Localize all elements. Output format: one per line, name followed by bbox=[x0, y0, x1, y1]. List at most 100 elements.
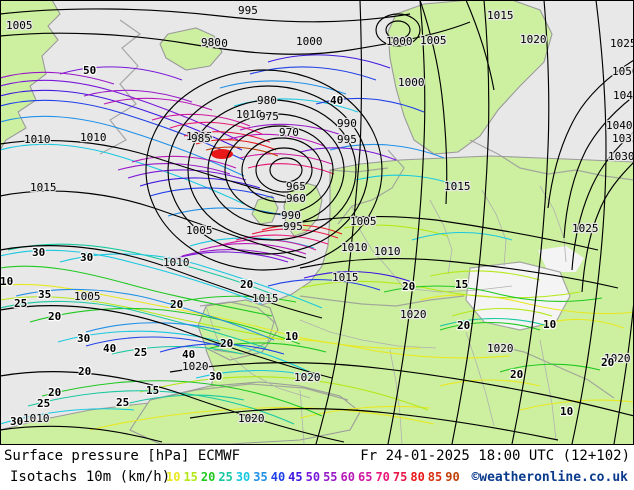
isotach-label-halo: 15 bbox=[455, 278, 468, 291]
isobar-label-halo: 995 bbox=[238, 4, 258, 17]
isotach-label-0: 30 bbox=[32, 246, 45, 259]
isotach-label-25: 40 bbox=[330, 94, 343, 107]
isobar-1000-nn bbox=[0, 8, 411, 23]
map-svg: 1005100510151015101010101010101010101010… bbox=[0, 0, 634, 445]
legend-entry-65: 65 bbox=[357, 470, 373, 484]
legend-entry-45: 45 bbox=[288, 470, 303, 484]
isobar-label-8: 1005 bbox=[74, 290, 101, 303]
isobar-label-42: 1025 bbox=[572, 222, 599, 235]
isotach-label-19: 20 bbox=[220, 337, 233, 350]
isobar-label-halo: 1025 bbox=[572, 222, 599, 235]
isobar-label-halo: 1010 bbox=[23, 412, 50, 425]
isobar-1045-ne bbox=[563, 95, 634, 239]
isobar-label-halo: 960 bbox=[286, 192, 306, 205]
isobar-label-1: 1015 bbox=[30, 181, 57, 194]
isobar-label-12: 1010 bbox=[236, 108, 263, 121]
isobar-label-halo: 1005 bbox=[74, 290, 101, 303]
isobar-label-halo: 985 bbox=[191, 132, 211, 145]
isotach-label-15: 10 bbox=[0, 275, 13, 288]
isobar-label-25: 965 bbox=[286, 180, 306, 193]
isotach-label-halo: 50 bbox=[83, 64, 96, 77]
isobar-label-33: 1015 bbox=[444, 180, 471, 193]
isobar-label-halo: 1015 bbox=[30, 181, 57, 194]
isobar-label-15: 1000 bbox=[296, 35, 323, 48]
isobar-label-47: 1010 bbox=[374, 245, 401, 258]
isotach-40 bbox=[0, 66, 425, 355]
isobar-label-27: 990 bbox=[337, 117, 357, 130]
isobar-label-28: 995 bbox=[337, 133, 357, 146]
isobar-label-36: 1025 bbox=[610, 37, 634, 50]
isotach-label-halo: 10 bbox=[0, 275, 13, 288]
isobar-label-26: 960 bbox=[286, 192, 306, 205]
isobar-label-14: 1015 bbox=[332, 271, 359, 284]
legend-entry-40: 40 bbox=[270, 470, 286, 484]
isotach-label-18: 10 bbox=[285, 330, 298, 343]
isobar-label-halo: 1020 bbox=[400, 308, 427, 321]
isotach-label-halo: 40 bbox=[103, 342, 116, 355]
isotach-label-22: 20 bbox=[601, 356, 614, 369]
isotach-label-10: 30 bbox=[10, 415, 23, 428]
isotach-label-14: 15 bbox=[146, 384, 159, 397]
snow-patches bbox=[466, 246, 584, 330]
map-canvas[interactable]: 1005 1005 1015 1015 1010 1010 1010 1010 1010 1010… bbox=[0, 0, 634, 445]
footer-title-right: Fr 24-01-2025 18:00 UTC (12+102) bbox=[360, 448, 630, 464]
isobar-label-halo: 1010 bbox=[80, 131, 107, 144]
isotach-max-patch bbox=[211, 149, 233, 159]
isobar-1035-ne bbox=[581, 161, 634, 293]
isotach-label-12: 20 bbox=[170, 298, 183, 311]
isobar-label-halo: 990 bbox=[337, 117, 357, 130]
isotach-label-9: 25 bbox=[37, 397, 50, 410]
isotach-label-halo: 10 bbox=[285, 330, 298, 343]
isotach-label-halo: 25 bbox=[14, 297, 27, 310]
isobar-1020-med2 bbox=[189, 408, 559, 441]
isotach-label-8: 20 bbox=[48, 386, 61, 399]
isotach-label-halo: 20 bbox=[78, 365, 91, 378]
isobar-contours bbox=[0, 0, 634, 445]
isotach-label-29: 20 bbox=[240, 278, 253, 291]
isobar-label-40: 1035 bbox=[612, 132, 634, 145]
legend-entry-30: 30 bbox=[235, 470, 251, 484]
isotach-label-6: 25 bbox=[134, 346, 147, 359]
isobar-label-halo: 1005 bbox=[6, 19, 33, 32]
legend-entry-60: 60 bbox=[340, 470, 355, 484]
isotach-label-21: 20 bbox=[457, 319, 470, 332]
isobar-1000-n bbox=[0, 21, 471, 55]
isobar-label-16: 1000 bbox=[386, 35, 413, 48]
isobar-label-32: 1005 bbox=[350, 215, 377, 228]
isobar-label-11: 1015 bbox=[252, 292, 279, 305]
isobar-970 bbox=[241, 137, 323, 203]
isotach-label-halo: 30 bbox=[77, 332, 90, 345]
isotach-label-halo: 25 bbox=[37, 397, 50, 410]
isobar-label-43: 1020 bbox=[400, 308, 427, 321]
isobar-1015-c bbox=[315, 0, 363, 445]
isobar-990 bbox=[167, 85, 369, 255]
isotach-label-halo: 35 bbox=[38, 288, 51, 301]
isotach-label-28: 30 bbox=[209, 370, 222, 383]
isotach-label-halo: 20 bbox=[510, 368, 523, 381]
isotach-label-1: 35 bbox=[38, 288, 51, 301]
isobar-label-2: 1010 bbox=[24, 133, 51, 146]
isobar-labels: 1005100510151015101010101010101010101010… bbox=[5, 3, 634, 427]
footer-title-left: Surface pressure [hPa] ECMWF bbox=[4, 448, 241, 464]
isotach-label-halo: 20 bbox=[48, 310, 61, 323]
isobar-1025-c bbox=[451, 0, 490, 445]
isobar-label-44: 1020 bbox=[487, 342, 514, 355]
isobar-label-46: 1020 bbox=[294, 371, 321, 384]
isobar-label-39: 1040 bbox=[606, 119, 633, 132]
isotach-label-2: 40 bbox=[182, 348, 195, 361]
isobar-label-29: 985 bbox=[191, 132, 211, 145]
isobar-scand-2 bbox=[465, 0, 495, 91]
isobar-label-halo: 1020 bbox=[182, 360, 209, 373]
isobar-label-halo: 1015 bbox=[444, 180, 471, 193]
footer-subtitle-left: Isotachs 10m (km/h) bbox=[10, 469, 171, 485]
isobar-1035-c bbox=[571, 0, 607, 445]
isobar-1020-med bbox=[169, 362, 634, 417]
legend-entry-35: 35 bbox=[253, 470, 268, 484]
isobar-1015-med bbox=[299, 258, 619, 289]
isotach-label-13: 25 bbox=[116, 396, 129, 409]
isotach-label-26: 40 bbox=[103, 342, 116, 355]
isotach-label-halo: 20 bbox=[240, 278, 253, 291]
isotach-label-3: 30 bbox=[80, 251, 93, 264]
isobar-label-22: 980 bbox=[257, 94, 277, 107]
